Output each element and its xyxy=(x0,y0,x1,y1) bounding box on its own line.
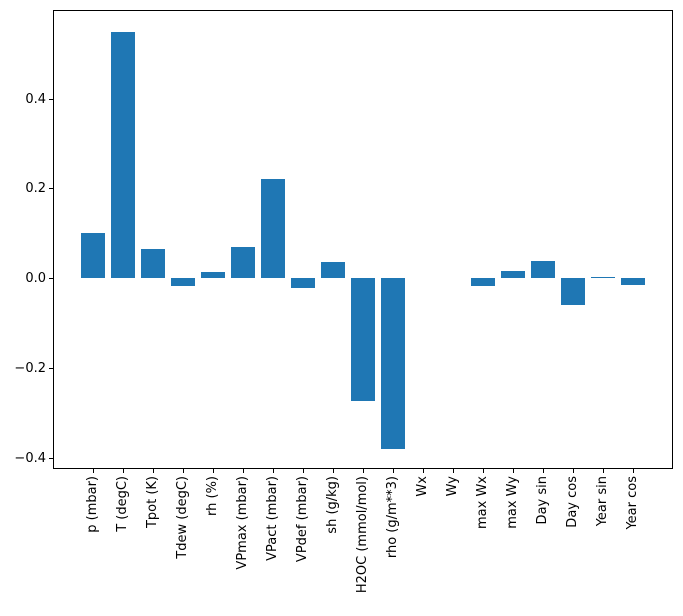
bar-tdew-degc xyxy=(171,278,196,287)
bar-year-cos xyxy=(620,278,645,286)
x-tick-label: Day sin xyxy=(534,476,550,525)
x-tick-label: VPdef (mbar) xyxy=(295,476,311,563)
x-tick-mark xyxy=(392,469,394,473)
x-tick-label: max Wx xyxy=(474,476,490,530)
bar-p-mbar xyxy=(81,233,106,279)
x-tick-label: VPmax (mbar) xyxy=(235,476,251,570)
x-tick-label: Year cos xyxy=(624,476,640,530)
bar-vpact-mbar xyxy=(261,179,286,279)
bar-day-sin xyxy=(530,261,555,279)
bar-tpot-k xyxy=(141,248,166,279)
x-tick-mark xyxy=(123,469,125,473)
bar-vpmax-mbar xyxy=(231,246,256,279)
bar-year-sin xyxy=(590,276,615,279)
x-tick-label: Wx xyxy=(414,476,430,497)
x-tick-mark xyxy=(482,469,484,473)
y-tick-label: 0.0 xyxy=(25,271,46,287)
x-tick-label: sh (g/kg) xyxy=(325,476,341,534)
y-tick-label: 0.4 xyxy=(25,91,46,107)
x-tick-mark xyxy=(153,469,155,473)
x-tick-label: max Wy xyxy=(504,476,520,529)
plot-area xyxy=(53,10,673,469)
x-tick-label: Tdew (degC) xyxy=(175,476,191,559)
x-tick-mark xyxy=(273,469,275,473)
y-tick-mark xyxy=(49,278,53,280)
y-tick-label: −0.4 xyxy=(14,451,46,467)
x-tick-label: rho (g/m**3) xyxy=(384,476,400,559)
x-tick-mark xyxy=(303,469,305,473)
bar-rho-g-m-3 xyxy=(380,278,405,450)
x-tick-mark xyxy=(512,469,514,473)
x-tick-label: H2OC (mmol/mol) xyxy=(355,476,370,594)
x-tick-mark xyxy=(422,469,424,473)
y-tick-mark xyxy=(49,188,53,190)
x-tick-mark xyxy=(602,469,604,473)
bar-max-wy xyxy=(500,270,525,279)
x-tick-label: Year sin xyxy=(594,476,610,527)
x-tick-label: VPact (mbar) xyxy=(265,476,281,561)
bar-vpdef-mbar xyxy=(291,278,316,289)
x-tick-mark xyxy=(452,469,454,473)
y-tick-label: 0.2 xyxy=(25,181,46,197)
bar-rh xyxy=(201,272,226,279)
bar-max-wx xyxy=(470,278,495,287)
x-tick-label: Day cos xyxy=(564,476,580,528)
x-tick-mark xyxy=(632,469,634,473)
y-tick-mark xyxy=(49,368,53,370)
x-tick-mark xyxy=(213,469,215,473)
x-tick-mark xyxy=(243,469,245,473)
bar-h2oc-mmol-mol xyxy=(351,278,375,402)
x-tick-mark xyxy=(183,469,185,473)
y-tick-mark xyxy=(49,458,53,460)
x-tick-mark xyxy=(542,469,544,473)
x-tick-label: Tpot (K) xyxy=(145,476,161,529)
y-tick-mark xyxy=(49,98,53,100)
x-tick-label: rh (%) xyxy=(205,476,221,516)
x-tick-mark xyxy=(93,469,95,473)
x-tick-label: T (degC) xyxy=(115,476,131,532)
bar-sh-g-kg xyxy=(321,262,345,279)
bar-day-cos xyxy=(560,278,585,305)
x-tick-label: Wy xyxy=(444,476,460,497)
x-tick-mark xyxy=(363,469,364,473)
bar-t-degc xyxy=(111,32,136,279)
x-tick-mark xyxy=(572,469,574,473)
y-tick-label: −0.2 xyxy=(14,361,46,377)
x-tick-label: p (mbar) xyxy=(85,476,101,533)
x-tick-mark xyxy=(333,469,335,473)
